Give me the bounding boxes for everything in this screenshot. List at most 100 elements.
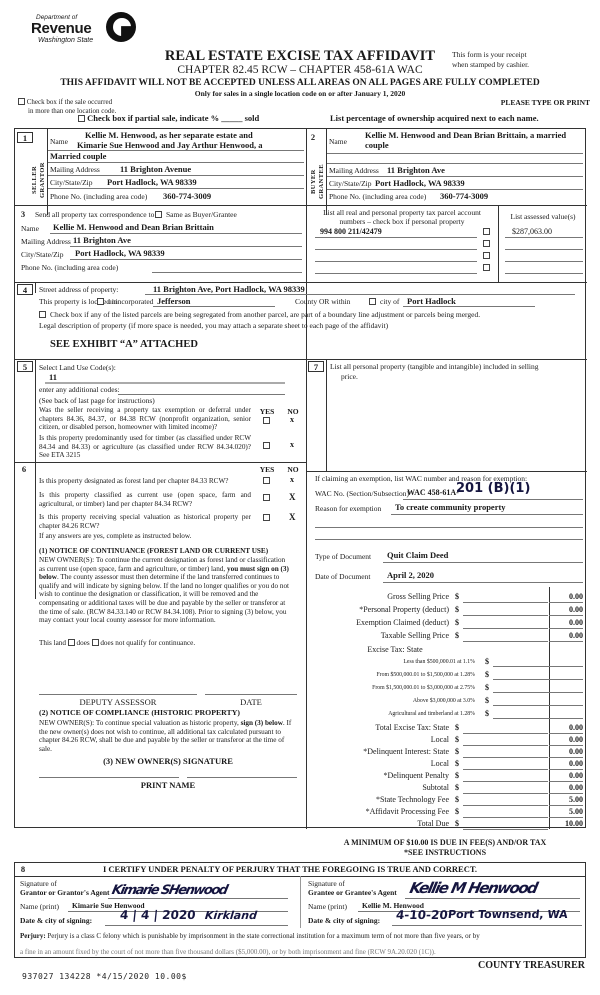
- form-body-frame: 1 SELLER GRANTOR Name Kellie M. Henwood,…: [14, 128, 587, 830]
- wac-number-handwritten[interactable]: 201 (B)(1): [456, 481, 531, 496]
- city-of-label: city of: [380, 297, 400, 306]
- city-value: Port Hadlock: [407, 296, 456, 306]
- parcel-personal-checkbox-0[interactable]: [483, 228, 490, 235]
- minimum-due-note-1: A MINIMUM OF $10.00 IS DUE IN FEE(S) AND…: [343, 838, 547, 847]
- assessed-value-header: List assessed value(s): [510, 212, 576, 221]
- class-q3-yes-checkbox[interactable]: [263, 514, 270, 521]
- bracket-label-1: From $500,000.01 to $1,500,000 at 1.28%: [376, 672, 475, 678]
- total-label-6: *State Technology Fee: [375, 795, 449, 804]
- receipt-note-line1: This form is your receipt: [452, 50, 527, 59]
- seller-name-line2: Kimarie Sue Henwood and Jay Arthur Henwo…: [77, 140, 263, 150]
- seller-name-line3: Married couple: [50, 151, 107, 161]
- does-not-qualify-checkbox[interactable]: [91, 639, 99, 646]
- total-label-2: *Delinquent Interest: State: [363, 747, 449, 756]
- segregated-checkbox[interactable]: [39, 311, 46, 318]
- land-use-q1-no-mark[interactable]: x: [290, 415, 294, 424]
- document-type-label: Type of Document: [315, 552, 372, 561]
- total-label-4: *Delinquent Penalty: [383, 771, 449, 780]
- perjury-text-1: Perjury is a class C felony which is pun…: [47, 932, 480, 940]
- dor-logo: Department of Revenue Washington State: [28, 12, 158, 52]
- correspondence-citystatezip-label: City/State/Zip: [21, 250, 64, 259]
- total-label-0: Total Excise Tax: State: [375, 723, 449, 732]
- parcel-personal-checkbox-2[interactable]: [483, 252, 490, 259]
- legal-description-value: SEE EXHIBIT “A” ATTACHED: [50, 339, 198, 350]
- wac-number-printed: WAC 458-61A-: [407, 488, 459, 497]
- partial-sale-checkbox[interactable]: [78, 115, 85, 122]
- class-q1-yes-checkbox[interactable]: [263, 477, 270, 484]
- section-6-number: 6: [21, 464, 27, 474]
- bracket-dollar-4: $: [485, 709, 489, 718]
- does-label: does: [76, 639, 90, 647]
- class-question-1: Is this property designated as forest la…: [39, 477, 229, 485]
- deputy-assessor-label: DEPUTY ASSESSOR: [79, 697, 157, 707]
- amount-column-divider: [549, 587, 550, 829]
- please-type-print-note: PLEASE TYPE OR PRINT: [500, 98, 590, 107]
- partial-sale-group[interactable]: Check box if partial sale, indicate % __…: [78, 113, 259, 123]
- land-use-instructions: (See back of last page for instructions): [39, 396, 155, 405]
- affidavit-subnotice: Only for sales in a single location code…: [194, 89, 406, 98]
- multi-location-checkbox-group[interactable]: Check box if the sale occurred in more t…: [18, 98, 116, 116]
- grantee-date-value[interactable]: 4-10-20: [395, 908, 449, 922]
- land-use-q2-yes-checkbox[interactable]: [263, 442, 270, 449]
- seller-side-label-1: SELLER: [31, 165, 38, 195]
- bracket-dollar-0: $: [485, 657, 489, 666]
- unincorporated-checkbox[interactable]: [97, 298, 104, 305]
- does-qualify-checkbox[interactable]: [67, 639, 75, 646]
- land-use-q2-no-mark[interactable]: x: [290, 440, 294, 449]
- grantor-signature[interactable]: Kimarie SHenwood: [110, 881, 262, 899]
- class-yes-header: YES: [259, 465, 275, 474]
- total-amount-1: 0.00: [569, 735, 583, 744]
- print-name-label: PRINT NAME: [140, 780, 196, 790]
- buyer-name-line1: Kellie M. Henwood and Dean Brian Brittai…: [365, 130, 567, 140]
- buyer-citystatezip-value: Port Hadlock, WA 98339: [375, 178, 465, 188]
- section-2-number: 2: [310, 132, 316, 142]
- reason-exemption-label: Reason for exemption: [315, 504, 382, 513]
- receipt-note-line2: when stamped by cashier.: [452, 60, 530, 69]
- grantor-signature-label-2: Grantor or Grantor's Agent: [20, 888, 110, 897]
- class-q3-no-mark[interactable]: X: [289, 512, 296, 522]
- buyer-side-label-2: GRANTEE: [318, 164, 325, 200]
- same-as-buyer-checkbox[interactable]: [155, 211, 162, 218]
- bracket-label-4: Agricultural and timberland at 1.28%: [388, 711, 475, 717]
- total-label-8: Total Due: [417, 819, 449, 828]
- seller-mailing-value: 11 Brighton Avenue: [120, 164, 192, 174]
- seller-side-label-2: GRANTOR: [39, 162, 46, 198]
- grantor-date-value[interactable]: 4 | 4 | 2020: [119, 908, 197, 922]
- buyer-side-divider: [326, 129, 327, 215]
- seller-mailing-label: Mailing Address: [50, 165, 100, 174]
- land-use-q1-yes-checkbox[interactable]: [263, 417, 270, 424]
- parcel-personal-checkbox-1[interactable]: [483, 240, 490, 247]
- city-checkbox[interactable]: [369, 298, 376, 305]
- bracket-dollar-2: $: [485, 683, 489, 692]
- total-dollar-6: $: [455, 795, 459, 804]
- class-q1-no-mark[interactable]: x: [290, 475, 294, 484]
- receipt-note: This form is your receipt when stamped b…: [452, 50, 592, 70]
- total-dollar-1: $: [455, 735, 459, 744]
- tax-amount-3: 0.00: [569, 631, 583, 640]
- notice-1-title: (1) NOTICE OF CONTINUANCE (FOREST LAND O…: [39, 547, 269, 555]
- land-use-question-1: Was the seller receiving a property tax …: [39, 406, 251, 432]
- land-use-code-value: 11: [49, 372, 58, 382]
- buyer-citystatezip-label: City/State/Zip: [329, 179, 372, 188]
- treasurer-stamp: 937027 134228 *4/15/2020 10.00$: [22, 972, 187, 981]
- parcel-header-line1: List all real and personal property tax …: [323, 208, 481, 217]
- county-value: Jefferson: [157, 296, 191, 306]
- class-q2-yes-checkbox[interactable]: [263, 494, 270, 501]
- class-question-3: Is this property receiving special valua…: [39, 513, 251, 530]
- grantor-city-value[interactable]: Kirkland: [204, 909, 258, 922]
- bracket-label-2: From $1,500,000.01 to $3,000,000 at 2.75…: [372, 685, 475, 691]
- grantee-signature[interactable]: Kellie M Henwood: [408, 879, 580, 898]
- grantor-date-label: Date & city of signing:: [20, 916, 93, 925]
- parcel-personal-checkbox-3[interactable]: [483, 264, 490, 271]
- class-q2-no-mark[interactable]: X: [289, 492, 296, 502]
- affidavit-notice: THIS AFFIDAVIT WILL NOT BE ACCEPTED UNLE…: [60, 78, 540, 88]
- grantee-city-value[interactable]: Port Townsend, WA: [447, 908, 569, 921]
- personal-property-value[interactable]: [330, 384, 570, 454]
- multi-location-checkbox[interactable]: [18, 98, 25, 105]
- notice-2-body: NEW OWNER(S): To continue special valuat…: [39, 719, 297, 753]
- this-land-group[interactable]: This land does does not qualify for cont…: [39, 639, 195, 648]
- county-or-label: County OR within: [295, 297, 351, 306]
- page-subtitle: CHAPTER 82.45 RCW – CHAPTER 458-61A WAC: [177, 64, 423, 76]
- land-use-yes-header: YES: [259, 407, 275, 416]
